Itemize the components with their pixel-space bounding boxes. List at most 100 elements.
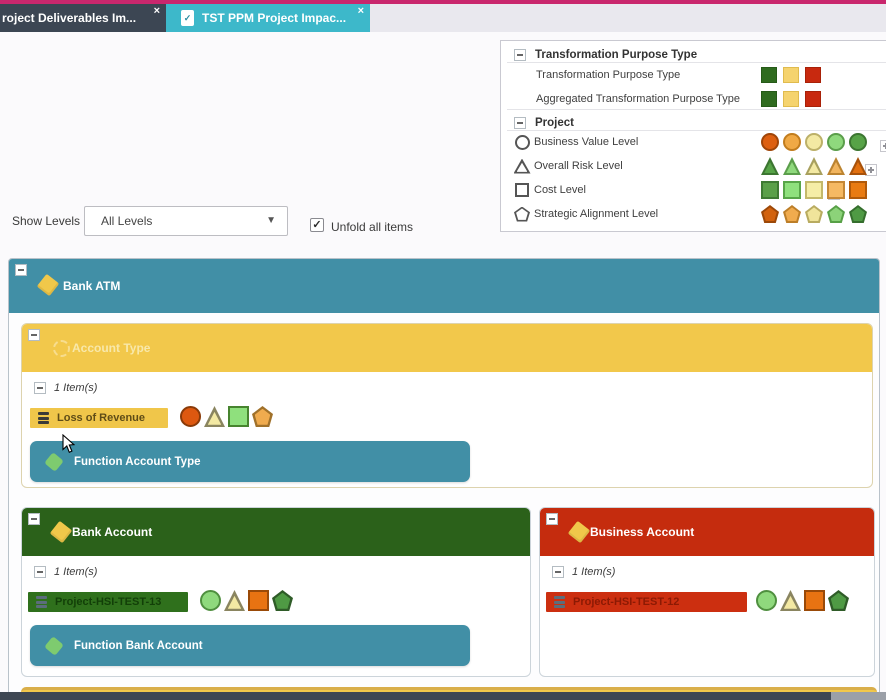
collapse-icon[interactable] (514, 117, 526, 129)
legend-section-title: Transformation Purpose Type (535, 49, 698, 61)
bank-atm-header[interactable]: Bank ATM (9, 259, 879, 313)
legend-row-label: Strategic Alignment Level (534, 208, 659, 220)
function-bar-label: Function Account Type (74, 455, 201, 468)
square-indicator (248, 590, 269, 611)
legend-row-aggregated-transformation-purpose-type: Aggregated Transformation Purpose Type (501, 89, 886, 109)
legend-row-label: Cost Level (534, 184, 586, 196)
document-check-icon: ✓ (181, 10, 194, 26)
expand-icon[interactable] (864, 164, 877, 176)
pentagon-indicator (805, 205, 823, 223)
function-bank-account-bar[interactable]: Function Bank Account (30, 625, 470, 666)
legend-row-label: Aggregated Transformation Purpose Type (536, 93, 741, 105)
triangle-indicator (805, 157, 823, 175)
items-count-row: 1 Item(s) (552, 566, 615, 578)
card-title: Business Account (590, 525, 695, 539)
card-title: Bank ATM (63, 279, 121, 293)
chevron-down-icon: ▼ (266, 215, 276, 226)
collapse-icon[interactable] (552, 566, 564, 578)
item-label: Project-HSI-TEST-13 (55, 596, 162, 608)
collapse-icon[interactable] (514, 49, 526, 61)
items-count-label: 1 Item(s) (54, 566, 98, 578)
items-count-label: 1 Item(s) (54, 382, 98, 394)
item-loss-of-revenue[interactable]: Loss of Revenue (30, 408, 168, 428)
business-account-header[interactable]: Business Account (540, 508, 874, 556)
function-account-type-bar[interactable]: Function Account Type (30, 441, 470, 482)
pentagon-indicator (252, 406, 273, 427)
circle-indicator (756, 590, 777, 611)
square-indicator (805, 181, 823, 199)
legend-row-strategic-alignment-level: Strategic Alignment Level (501, 204, 886, 224)
legend-row-label: Overall Risk Level (534, 160, 623, 172)
bank-atm-container: Bank ATM Account Type 1 Item(s) Loss of … (8, 258, 880, 700)
legend-section-header: Transformation Purpose Type (501, 45, 886, 65)
divider (507, 109, 886, 110)
pentagon-indicator (761, 205, 779, 223)
expand-icon[interactable] (880, 140, 886, 152)
close-icon[interactable]: × (153, 5, 160, 17)
tab-project-deliverables[interactable]: roject Deliverables Im... × (0, 4, 166, 32)
circle-outline-icon (514, 134, 530, 150)
legend-swatches (761, 67, 827, 83)
collapse-icon[interactable] (546, 513, 558, 525)
legend-swatches (761, 91, 827, 107)
collapse-icon[interactable] (34, 382, 46, 394)
legend-panel: Transformation Purpose Type Transformati… (500, 40, 886, 232)
triangle-indicator (761, 157, 779, 175)
square-indicator (805, 91, 821, 107)
item-project-hsi-test-13[interactable]: Project-HSI-TEST-13 (28, 592, 188, 612)
square-indicator (783, 67, 799, 83)
close-icon[interactable]: × (357, 5, 364, 17)
unfold-all-items-label: Unfold all items (331, 220, 414, 234)
legend-row-label: Transformation Purpose Type (536, 69, 681, 81)
business-account-card: Business Account 1 Item(s) Project-HSI-T… (539, 507, 875, 677)
card-title: Account Type (72, 341, 151, 355)
document-stack-icon (38, 412, 49, 424)
triangle-indicator (224, 590, 245, 611)
account-type-header[interactable]: Account Type (22, 324, 872, 372)
bottom-bar (0, 692, 886, 700)
collapse-icon[interactable] (34, 566, 46, 578)
legend-swatches (761, 157, 871, 175)
sun-outline-icon (53, 340, 70, 357)
circle-indicator (180, 406, 201, 427)
show-levels-dropdown[interactable]: All Levels ▼ (84, 206, 288, 236)
item-kpi-shapes (200, 590, 296, 611)
legend-section-header: Project (501, 113, 886, 133)
items-count-label: 1 Item(s) (572, 566, 616, 578)
square-indicator (827, 181, 845, 199)
collapse-icon[interactable] (28, 513, 40, 525)
legend-swatches (761, 181, 871, 199)
mouse-cursor (62, 434, 75, 454)
divider (507, 130, 886, 131)
tab-label: TST PPM Project Impac... (202, 11, 347, 25)
pentagon-indicator (827, 205, 845, 223)
items-count-row: 1 Item(s) (34, 566, 97, 578)
circle-indicator (783, 133, 801, 151)
function-bar-label: Function Bank Account (74, 639, 203, 652)
collapse-icon[interactable] (28, 329, 40, 341)
collapse-icon[interactable] (15, 264, 27, 276)
item-project-hsi-test-12[interactable]: Project-HSI-TEST-12 (546, 592, 747, 612)
item-label: Project-HSI-TEST-12 (573, 596, 680, 608)
pentagon-indicator (272, 590, 293, 611)
function-diamond-icon (44, 451, 64, 472)
bank-account-card: Bank Account 1 Item(s) Project-HSI-TEST-… (21, 507, 531, 677)
items-count-row: 1 Item(s) (34, 382, 97, 394)
circle-indicator (849, 133, 867, 151)
triangle-indicator (204, 406, 225, 427)
legend-row-business-value-level: Business Value Level (501, 132, 886, 152)
legend-swatches (761, 205, 871, 223)
triangle-indicator (783, 157, 801, 175)
unfold-all-items-checkbox[interactable]: ✓ (310, 218, 324, 232)
bank-account-header[interactable]: Bank Account (22, 508, 530, 556)
square-indicator (804, 590, 825, 611)
divider (507, 62, 886, 63)
legend-row-label: Business Value Level (534, 136, 639, 148)
note-diamond-icon (49, 520, 73, 544)
tab-tst-ppm-project-impact[interactable]: ✓ TST PPM Project Impac... × (166, 4, 370, 32)
triangle-indicator (780, 590, 801, 611)
square-indicator (783, 91, 799, 107)
tab-label: roject Deliverables Im... (2, 11, 137, 25)
square-outline-icon (515, 183, 529, 197)
